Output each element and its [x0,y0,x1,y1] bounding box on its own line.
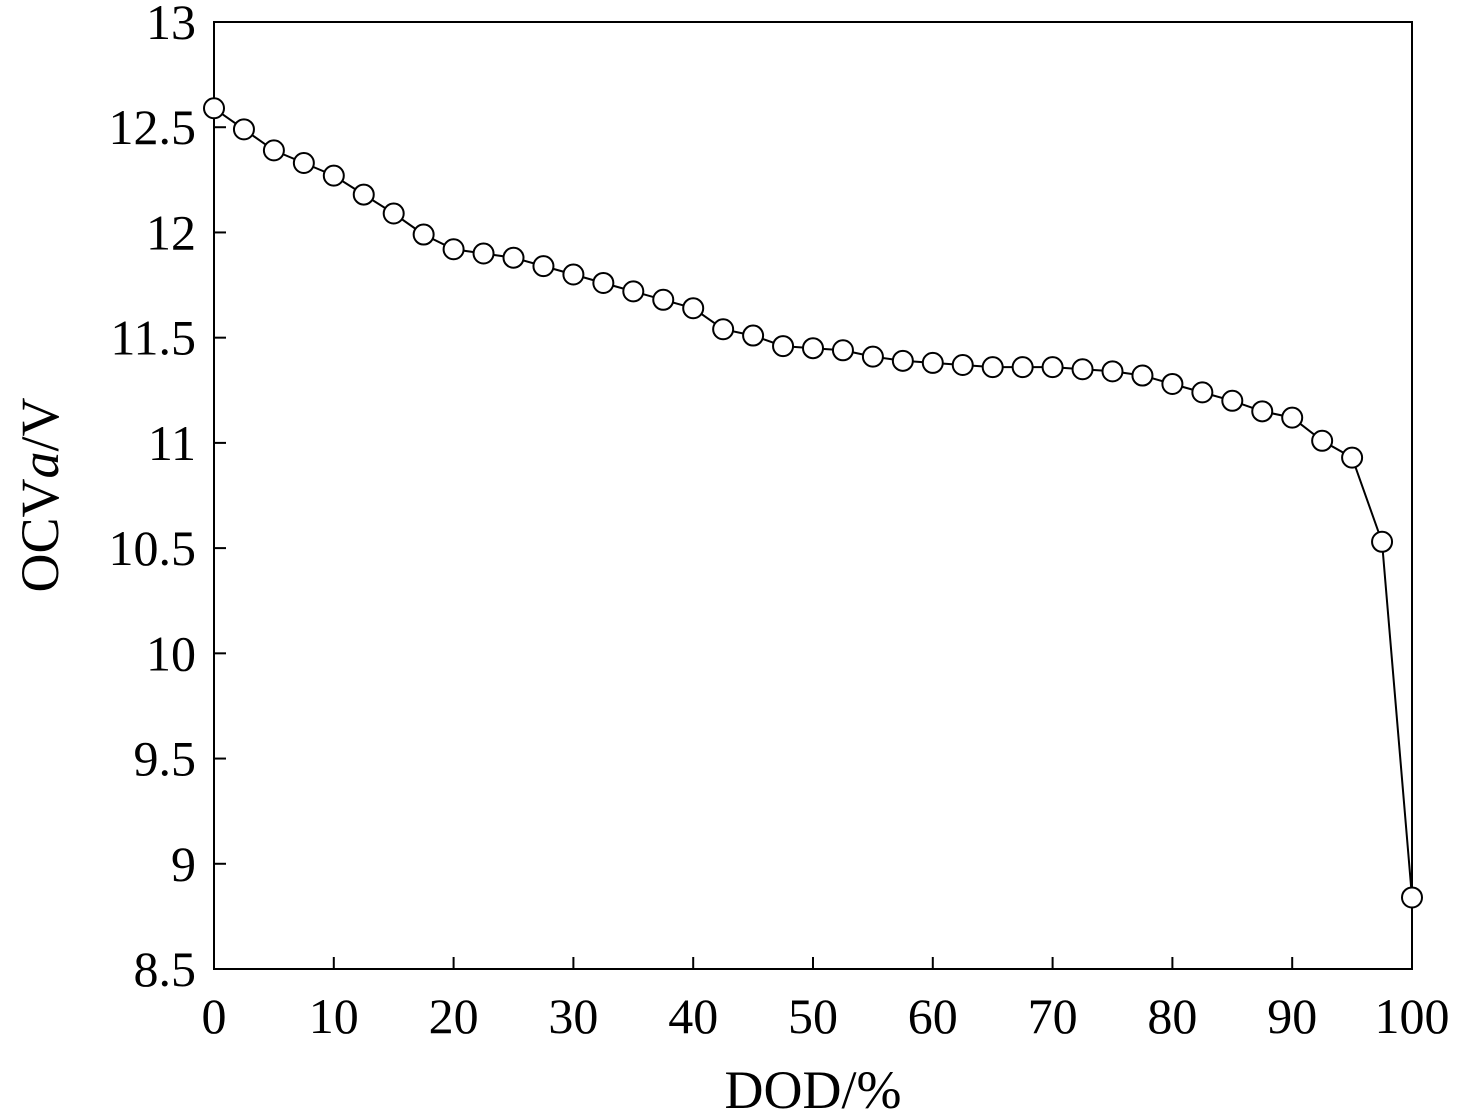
data-point [1401,886,1423,909]
data-point [502,246,525,269]
data-point [921,351,944,374]
data-point [1131,364,1154,387]
data-point [712,318,735,341]
data-point [1371,530,1394,553]
data-point [1341,446,1364,469]
x-tick-label: 30 [548,988,598,1044]
data-point [562,263,585,286]
data-point [1191,381,1214,404]
data-point [292,151,315,174]
y-axis-label-unit: /V [10,397,70,451]
y-axis-label: OCVa/V [10,397,70,592]
y-tick-label: 9 [171,836,196,892]
data-point [1161,372,1184,395]
data-point [802,337,824,360]
plot-frame [213,21,1413,970]
x-axis: 0 10 20 30 40 50 60 70 80 90 100 [202,957,1450,1044]
data-point [262,139,285,162]
data-point [951,354,974,377]
data-point [861,345,884,368]
data-point [1251,400,1274,423]
data-point [1041,356,1064,379]
data-point [1281,406,1304,429]
data-point [232,118,255,141]
data-point [742,324,765,347]
y-tick-label: 10 [146,625,196,681]
data-point [352,183,375,206]
data-point [1011,356,1034,379]
y-tick-label: 13 [146,0,196,50]
series-line [213,107,1413,898]
data-point [412,223,435,246]
x-tick-label: 70 [1028,988,1078,1044]
data-point [592,271,615,294]
data-point [382,202,405,225]
data-point [891,349,914,372]
data-point [772,335,795,358]
data-point [652,288,675,311]
data-point [981,356,1004,379]
data-points [203,97,1423,909]
data-point [1221,389,1244,412]
data-point [831,339,854,362]
data-point [1101,360,1124,383]
x-tick-label: 100 [1375,988,1450,1044]
y-tick-label: 11 [148,415,196,471]
data-point [682,297,705,320]
x-tick-label: 50 [788,988,838,1044]
x-tick-label: 90 [1267,988,1317,1044]
y-tick-label: 8.5 [134,941,197,997]
y-tick-label: 9.5 [134,731,197,787]
data-point [1311,429,1334,452]
y-axis-label-ocv: OCV [10,478,70,592]
y-tick-label: 11.5 [110,310,196,366]
x-tick-label: 40 [668,988,718,1044]
y-axis: 8.5 9 9.5 10 10.5 11 11.5 12 12.5 13 [109,0,226,997]
y-tick-label: 12.5 [109,99,197,155]
x-tick-label: 60 [908,988,958,1044]
data-point [1071,358,1094,381]
x-tick-label: 80 [1147,988,1197,1044]
x-axis-label: DOD/% [725,1060,902,1113]
data-point [622,280,645,303]
y-tick-label: 12 [146,204,196,260]
data-point [203,97,225,120]
data-point [442,238,465,261]
y-tick-label: 10.5 [109,520,197,576]
x-tick-label: 10 [309,988,359,1044]
data-point [472,242,495,265]
data-point [532,255,555,278]
x-tick-label: 20 [429,988,479,1044]
x-tick-label: 0 [202,988,227,1044]
data-point [322,164,345,187]
y-axis-label-a: a [10,451,70,478]
